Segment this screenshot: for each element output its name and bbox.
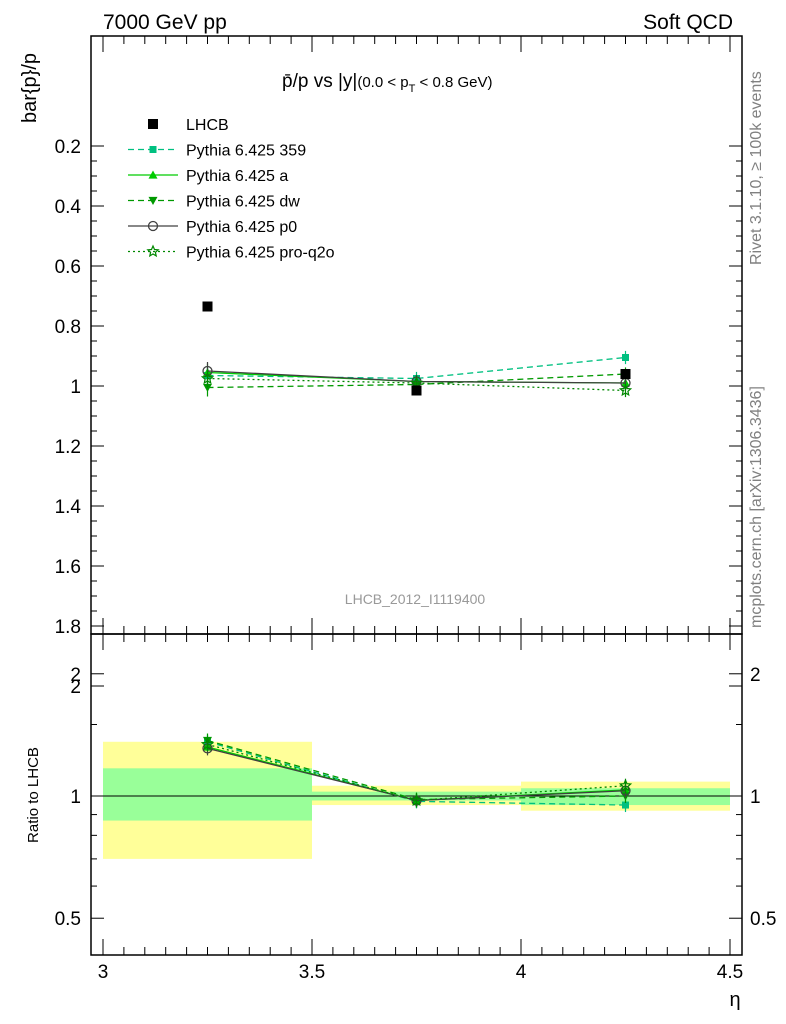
legend-item: Pythia 6.425 dw bbox=[128, 194, 300, 211]
y-tick-label: 1.2 bbox=[55, 437, 81, 458]
ratio-tick-label: 2 bbox=[70, 665, 81, 686]
legend-label: Pythia 6.425 pro-q2o bbox=[186, 245, 335, 262]
data-point bbox=[618, 778, 633, 792]
legend-label: Pythia 6.425 a bbox=[186, 168, 288, 185]
data-point bbox=[148, 170, 158, 179]
data-point bbox=[200, 371, 215, 385]
data-point bbox=[149, 146, 157, 153]
y-tick-label: 1.8 bbox=[55, 617, 81, 638]
x-tick-label: 3 bbox=[98, 962, 109, 983]
ratio-tick-label: 1 bbox=[70, 787, 81, 808]
ratio-tick-label-right: 0.5 bbox=[750, 909, 776, 930]
legend: LHCB Pythia 6.425 359 Pythia 6.425 a Pythia… bbox=[128, 117, 335, 262]
data-point bbox=[148, 196, 158, 205]
ratio-tick-label-right: 1 bbox=[750, 787, 761, 808]
data-point bbox=[618, 383, 633, 397]
data-point bbox=[200, 737, 215, 751]
analysis-id: LHCB_2012_I1119400 bbox=[345, 591, 486, 607]
data-point bbox=[620, 369, 631, 379]
legend-item: Pythia 6.425 a bbox=[128, 168, 288, 185]
y-tick-label: 0.8 bbox=[55, 317, 81, 338]
y-tick-label: 2 bbox=[70, 677, 81, 698]
legend-item: Pythia 6.425 359 bbox=[128, 143, 306, 160]
header-left: 7000 GeV pp bbox=[103, 11, 227, 34]
chart-title: p̄/p vs |y|(0.0 < pT < 0.8 GeV) bbox=[282, 71, 493, 95]
data-point bbox=[146, 244, 160, 258]
x-tick-label: 3.5 bbox=[299, 962, 325, 983]
legend-label: Pythia 6.425 dw bbox=[186, 194, 300, 211]
legend-label: Pythia 6.425 p0 bbox=[186, 219, 297, 236]
x-tick-label: 4.5 bbox=[717, 962, 743, 983]
legend-label: LHCB bbox=[186, 117, 229, 134]
series-lhcb bbox=[202, 301, 631, 396]
ratio-line bbox=[207, 739, 626, 801]
legend-item: Pythia 6.425 p0 bbox=[128, 219, 297, 236]
y-tick-label: 0.6 bbox=[55, 257, 81, 278]
y-tick-label: 0.2 bbox=[55, 137, 81, 158]
y-tick-label: 1.6 bbox=[55, 557, 81, 578]
ratio-tick-label: 0.5 bbox=[55, 909, 81, 930]
axis-ticks: 0.2 0.4 0.6 0.8 1 1.2 1.4 1.6 1.8 2 3 3.5 4 4.5 0.5 0.5… bbox=[55, 36, 776, 983]
data-point bbox=[411, 385, 422, 396]
series-pythia-6-425-pro-q2o bbox=[200, 369, 633, 808]
data-point bbox=[203, 383, 212, 392]
data-point bbox=[622, 354, 629, 361]
data-point bbox=[622, 801, 629, 809]
x-tick-label: 4 bbox=[516, 962, 527, 983]
ratio-tick-label-right: 2 bbox=[750, 665, 761, 686]
rivet-label: Rivet 3.1.10, ≥ 100k events bbox=[748, 71, 765, 265]
series-pythia-6-425-a bbox=[203, 363, 630, 808]
series-pythia-6-425-p0 bbox=[202, 362, 631, 808]
mcplots-label: mcplots.cern.ch [arXiv:1306.3436] bbox=[748, 386, 765, 628]
ratio-frame bbox=[90, 633, 743, 956]
y-axis-label: bar{p}/p bbox=[19, 53, 41, 123]
data-point bbox=[148, 119, 158, 129]
y-tick-label: 0.4 bbox=[55, 197, 82, 218]
legend-item-lhcb: LHCB bbox=[148, 117, 229, 134]
data-point bbox=[409, 793, 424, 807]
y-tick-label: 1 bbox=[70, 377, 81, 398]
x-axis-label: η bbox=[729, 989, 740, 1011]
inner-band bbox=[103, 768, 312, 821]
series-pythia-6-425-dw bbox=[203, 367, 630, 807]
data-point bbox=[202, 301, 213, 312]
legend-label: Pythia 6.425 359 bbox=[186, 143, 306, 160]
data-series bbox=[200, 301, 633, 813]
ratio-axis-label: Ratio to LHCB bbox=[25, 747, 42, 843]
data-point bbox=[147, 220, 159, 232]
header-right: Soft QCD bbox=[643, 11, 733, 34]
ratio-line bbox=[207, 741, 626, 806]
y-tick-label: 1.4 bbox=[55, 497, 82, 518]
legend-item: Pythia 6.425 pro-q2o bbox=[128, 244, 335, 262]
